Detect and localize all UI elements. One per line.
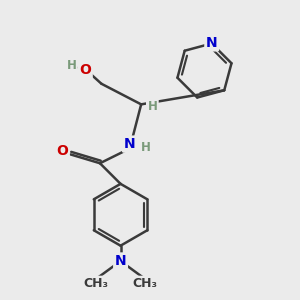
Text: O: O [79, 64, 91, 77]
Text: N: N [206, 36, 218, 50]
Text: CH₃: CH₃ [133, 277, 158, 290]
Text: H: H [66, 59, 76, 72]
Text: N: N [115, 254, 126, 268]
Text: H: H [141, 141, 151, 154]
Text: N: N [124, 137, 135, 151]
Text: O: O [56, 144, 68, 158]
Text: CH₃: CH₃ [84, 277, 109, 290]
Text: H: H [147, 100, 157, 113]
